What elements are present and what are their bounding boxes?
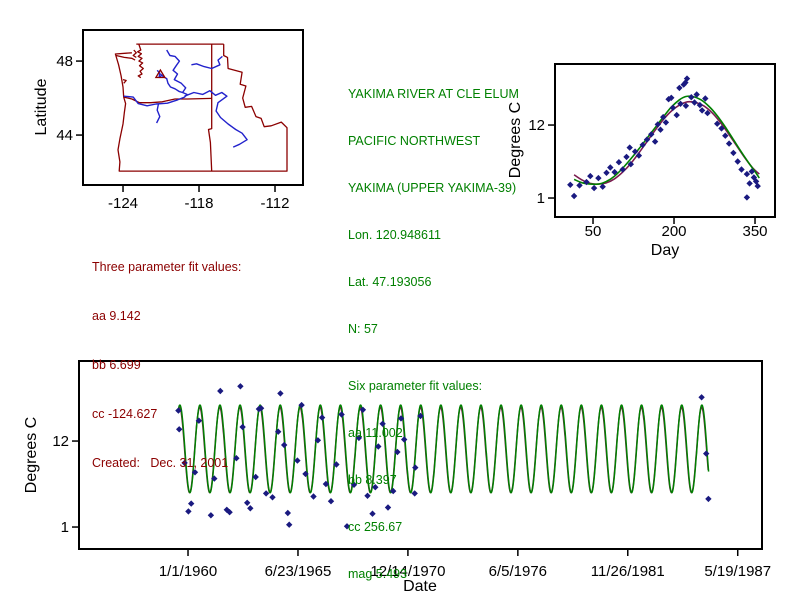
three-param-cc: cc -124.627 (92, 407, 158, 421)
seasonal-fit-plot: Degrees C Day 50 200 350 12 1 (507, 63, 776, 259)
y-tick-label: 12 (528, 117, 545, 134)
three-param-block: Three parameter fit values: aa 9.142 bb … (92, 229, 241, 502)
station-basin-line: YAKIMA (UPPER YAKIMA-39) (348, 181, 517, 195)
timeseries-plot: Degrees C Date 1/1/1960 6/23/1965 12/14/19… (23, 360, 771, 595)
x-tick-label: 5/19/1987 (704, 563, 771, 580)
map-y-axis-label: Latitude (33, 78, 50, 135)
river (155, 103, 161, 124)
six-param-bb: bb 8.397 (348, 473, 397, 487)
x-tick-label: 11/26/1981 (591, 563, 665, 580)
state-border (123, 96, 212, 104)
state-border (136, 44, 144, 79)
river (184, 89, 248, 148)
three-param-aa: aa 9.142 (92, 309, 141, 323)
x-tick-label: -112 (261, 195, 290, 212)
fit-curve-six-parameter-fit (177, 404, 710, 494)
y-tick-label: 12 (52, 433, 69, 450)
x-tick-label: -118 (185, 195, 214, 212)
y-tick-label: 44 (56, 127, 73, 144)
station-info-block: YAKIMA RIVER AT CLE ELUM PACIFIC NORTHWE… (348, 57, 519, 611)
created-date: Created: Dec. 31, 2001 (92, 456, 229, 470)
station-latitude: Lat. 47.193056 (348, 275, 432, 289)
station-region-line: PACIFIC NORTHWEST (348, 134, 481, 148)
x-tick-label: 1/1/1960 (159, 563, 217, 580)
x-tick-label: 12/14/1970 (370, 563, 445, 580)
station-sample-count: N: 57 (348, 322, 378, 336)
plot-frame (78, 360, 763, 550)
six-param-mag: mag 5.493 (348, 567, 408, 581)
fit-curve-six-parameter-fit (573, 95, 760, 186)
seasonal-y-axis-label: Degrees C (507, 102, 524, 178)
seasonal-x-axis-label: Day (651, 242, 679, 259)
station-longitude: Lon. 120.948611 (348, 228, 441, 242)
x-tick-label: -124 (108, 195, 138, 212)
map-panel: Latitude -124 -118 -112 48 44 (33, 29, 304, 212)
state-border (207, 44, 213, 172)
river (191, 55, 223, 70)
plot-frame (82, 29, 304, 186)
timeseries-x-axis-label: Date (403, 578, 437, 595)
x-tick-label: 50 (585, 223, 602, 240)
station-name-line: YAKIMA RIVER AT CLE ELUM (348, 87, 519, 101)
state-border (122, 78, 127, 84)
plot-frame (554, 63, 776, 218)
state-border (115, 54, 136, 61)
river (156, 69, 163, 79)
state-border (132, 49, 137, 58)
y-tick-label: 1 (537, 190, 545, 207)
state-border (114, 44, 288, 172)
six-param-cc: cc 256.67 (348, 520, 403, 534)
station-marker-triangle (154, 68, 167, 79)
x-tick-label: 350 (743, 223, 768, 240)
six-param-header: Six parameter fit values: (348, 379, 483, 393)
y-tick-label: 1 (61, 519, 69, 536)
x-tick-label: 6/23/1965 (265, 563, 332, 580)
fit-curve-three-parameter-fit (573, 100, 760, 185)
river (123, 49, 188, 107)
y-tick-label: 48 (56, 53, 73, 70)
three-param-bb: bb 6.699 (92, 358, 141, 372)
x-tick-label: 200 (662, 223, 687, 240)
timeseries-y-axis-label: Degrees C (23, 417, 40, 493)
six-param-aa: aa 11.002 (348, 426, 403, 440)
x-tick-label: 6/5/1976 (489, 563, 547, 580)
three-param-header: Three parameter fit values: (92, 260, 242, 274)
